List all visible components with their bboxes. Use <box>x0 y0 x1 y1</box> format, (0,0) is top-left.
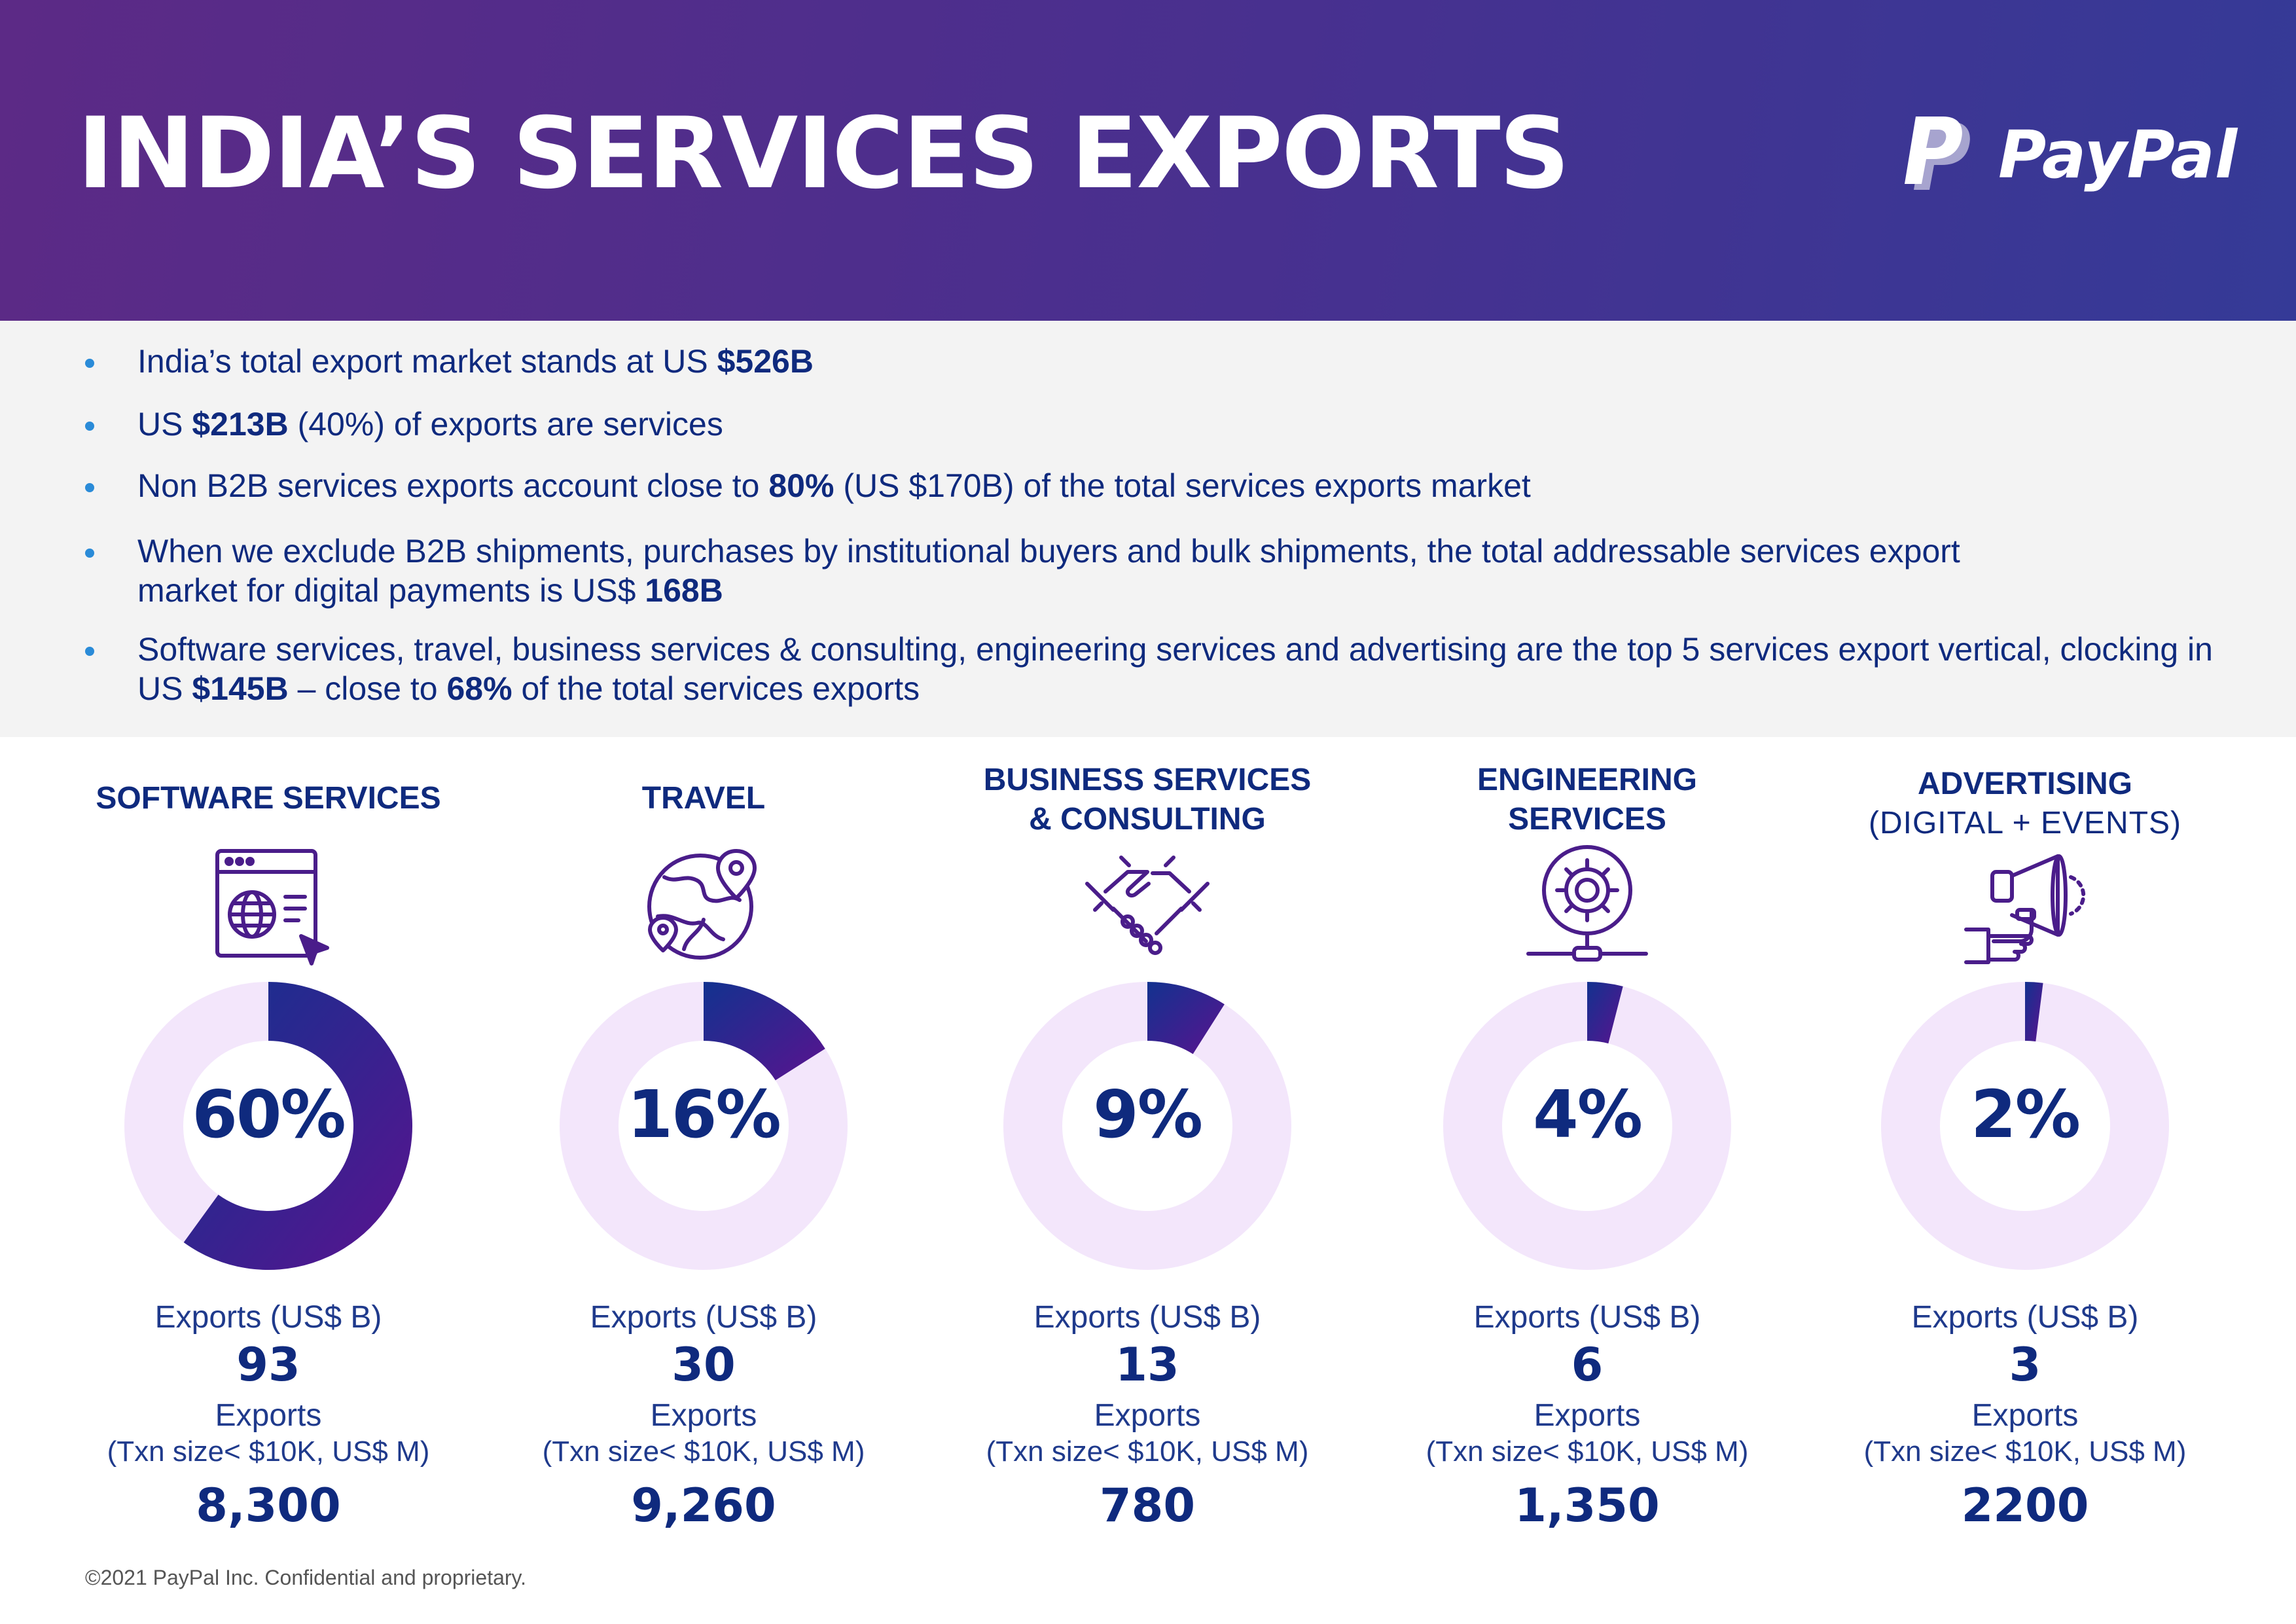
category-title-line: ADVERTISING <box>1917 767 2133 801</box>
fact-text: US $213B (40%) of exports are services <box>137 405 2271 444</box>
exports-usd-b-value: 6 <box>1571 1338 1604 1392</box>
browser-globe-icon <box>215 849 329 965</box>
handshake-icon <box>1085 856 1210 955</box>
globe-pins-icon <box>647 849 757 960</box>
category-title-line: SERVICES <box>1508 802 1666 837</box>
category-title: BUSINESS SERVICES & CONSULTING <box>951 761 1344 839</box>
share-percent: 9% <box>1093 1076 1203 1153</box>
exports-usd-b-label: Exports (US$ B) <box>1033 1300 1261 1335</box>
fact-bullet: Non B2B services exports account close t… <box>85 466 2271 505</box>
exports-usd-b-label: Exports (US$ B) <box>1473 1300 1701 1335</box>
exports-usd-b-value: 3 <box>2009 1338 2041 1392</box>
exports-usd-b-value: 30 <box>672 1338 736 1392</box>
fact-text: India’s total export market stands at US… <box>137 342 2271 381</box>
facts-panel: India’s total export market stands at US… <box>0 321 2296 737</box>
category-title-line: BUSINESS SERVICES <box>983 763 1312 797</box>
exports-label: Exports <box>1534 1398 1641 1433</box>
category-subtitle: (DIGITAL + EVENTS) <box>1868 806 2182 840</box>
exports-usd-b-value: 93 <box>236 1338 300 1392</box>
exports-label: Exports <box>650 1398 757 1433</box>
fact-text: Software services, travel, business serv… <box>137 630 2271 708</box>
fact-run: US <box>137 670 192 707</box>
fact-run: India’s total export market stands at US <box>137 343 717 380</box>
share-percent: 4% <box>1533 1076 1643 1153</box>
bullet-icon <box>85 422 94 431</box>
bullet-icon <box>85 549 94 558</box>
fact-highlight: $145B <box>192 670 289 707</box>
fact-run: Software services, travel, business serv… <box>137 631 2213 668</box>
exports-usd-b-label: Exports (US$ B) <box>154 1300 382 1335</box>
fact-run: (US $170B) of the total services exports… <box>834 467 1531 504</box>
category-title-line: TRAVEL <box>641 781 766 816</box>
fact-run: market for digital payments is US$ <box>137 572 645 609</box>
fact-highlight: 68% <box>446 670 512 707</box>
megaphone-icon <box>1964 854 2086 964</box>
category-title-line: ENGINEERING <box>1477 763 1698 797</box>
exports-label: Exports <box>215 1398 322 1433</box>
fact-highlight: $213B <box>192 406 289 442</box>
donut-chart <box>1881 982 2169 1270</box>
category-title: TRAVEL <box>507 779 900 818</box>
exports-small-txn-value: 1,350 <box>1515 1479 1660 1532</box>
fact-run: (40%) of exports are services <box>288 406 723 442</box>
bullet-icon <box>85 483 94 492</box>
exports-usd-b-value: 13 <box>1115 1338 1179 1392</box>
paypal-logo-icon <box>1905 117 1970 190</box>
category-title: ENGINEERING SERVICES <box>1391 761 1784 839</box>
fact-highlight: $526B <box>717 343 814 380</box>
fact-run: US <box>137 406 192 442</box>
donut-segment <box>183 982 412 1270</box>
fact-bullet: India’s total export market stands at US… <box>85 342 2271 381</box>
share-percent: 60% <box>192 1076 346 1153</box>
fact-run: Non B2B services exports account close t… <box>137 467 769 504</box>
fact-run: When we exclude B2B shipments, purchases… <box>137 533 1960 569</box>
donut-chart <box>124 982 412 1270</box>
donut-chart <box>1003 982 1291 1270</box>
txn-size-note: (Txn size< $10K, US$ M) <box>107 1435 430 1468</box>
txn-size-note: (Txn size< $10K, US$ M) <box>1426 1435 1749 1468</box>
donut-chart <box>1443 982 1731 1270</box>
bullet-icon <box>85 647 94 656</box>
donut-segment <box>704 982 825 1081</box>
donut-chart <box>560 982 848 1270</box>
page-title: INDIA’S SERVICES EXPORTS <box>77 97 1570 211</box>
paypal-wordmark: PayPal <box>1998 117 2238 193</box>
donut-segment <box>2025 982 2043 1042</box>
fact-bullet: When we exclude B2B shipments, purchases… <box>85 532 2271 610</box>
donut-segment <box>1587 982 1623 1044</box>
exports-small-txn-value: 780 <box>1099 1479 1196 1532</box>
exports-label: Exports <box>1971 1398 2079 1433</box>
exports-small-txn-value: 9,260 <box>631 1479 776 1532</box>
copyright-footer: ©2021 PayPal Inc. Confidential and propr… <box>85 1566 527 1589</box>
category-title: ADVERTISING (DIGITAL + EVENTS) <box>1829 765 2221 843</box>
txn-size-note: (Txn size< $10K, US$ M) <box>986 1435 1309 1468</box>
share-percent: 2% <box>1971 1076 2081 1153</box>
exports-small-txn-value: 8,300 <box>196 1479 341 1532</box>
fact-run: – close to <box>288 670 447 707</box>
category-title-line: & CONSULTING <box>1029 802 1266 837</box>
donut-segment <box>1147 982 1225 1055</box>
exports-usd-b-label: Exports (US$ B) <box>1911 1300 2139 1335</box>
category-title-line: SOFTWARE SERVICES <box>96 781 441 816</box>
fact-bullet: US $213B (40%) of exports are services <box>85 405 2271 444</box>
header-banner: INDIA’S SERVICES EXPORTS PayPal <box>0 0 2296 321</box>
fact-text: Non B2B services exports account close t… <box>137 466 2271 505</box>
category-title: SOFTWARE SERVICES <box>72 779 465 818</box>
exports-usd-b-label: Exports (US$ B) <box>590 1300 817 1335</box>
bullet-icon <box>85 359 94 368</box>
exports-small-txn-value: 2200 <box>1961 1479 2089 1532</box>
fact-text: When we exclude B2B shipments, purchases… <box>137 532 2271 610</box>
fact-highlight: 168B <box>645 572 723 609</box>
share-percent: 16% <box>627 1076 781 1153</box>
fact-highlight: 80% <box>768 467 834 504</box>
paypal-logo: PayPal <box>1901 110 2237 202</box>
exports-label: Exports <box>1094 1398 1201 1433</box>
fact-run: of the total services exports <box>512 670 920 707</box>
txn-size-note: (Txn size< $10K, US$ M) <box>1863 1435 2187 1468</box>
gear-network-icon <box>1526 845 1648 962</box>
fact-bullet: Software services, travel, business serv… <box>85 630 2271 708</box>
txn-size-note: (Txn size< $10K, US$ M) <box>542 1435 865 1468</box>
